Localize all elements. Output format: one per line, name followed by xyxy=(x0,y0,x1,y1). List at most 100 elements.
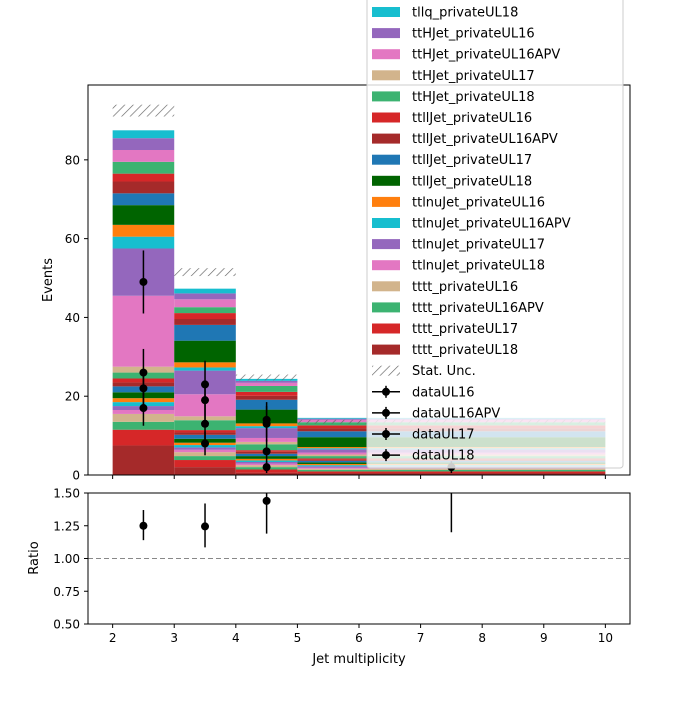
legend-entry: tttt_privateUL18 xyxy=(372,343,518,358)
x-tick-label: 6 xyxy=(355,631,363,645)
ratio-y-tick-label: 0.50 xyxy=(53,618,80,632)
legend-hatch-swatch xyxy=(372,365,400,376)
legend-label: Stat. Unc. xyxy=(412,364,476,379)
legend-entry: ttHJet_privateUL16 xyxy=(372,27,535,42)
legend-entry: tllq_privateUL18 xyxy=(372,6,518,21)
stat-unc-band xyxy=(174,268,236,277)
x-tick-label: 5 xyxy=(294,631,302,645)
legend-entry: ttllJet_privateUL18 xyxy=(372,174,532,189)
legend-swatch xyxy=(372,91,400,102)
legend-label: ttHJet_privateUL16APV xyxy=(412,48,560,63)
legend-label: dataUL17 xyxy=(412,428,475,443)
bar-segment xyxy=(174,319,236,325)
legend-label: tllq_privateUL18 xyxy=(412,6,518,21)
legend-marker xyxy=(382,430,390,438)
ratio-x-ticks: 2 3 4 5 6 7 8 9 10 xyxy=(109,624,613,645)
legend-marker xyxy=(382,451,390,460)
legend-swatch xyxy=(372,133,400,144)
legend-entry: ttllJet_privateUL16 xyxy=(372,111,532,126)
bar-segment xyxy=(174,467,236,475)
legend-swatch xyxy=(372,218,400,228)
legend-marker xyxy=(382,387,390,396)
x-tick-label: 8 xyxy=(478,631,486,645)
bar-segment xyxy=(112,205,175,225)
y-tick-label: 80 xyxy=(65,153,80,167)
legend-label: dataUL16 xyxy=(412,385,475,400)
legend-label: ttllJet_privateUL16 xyxy=(412,111,532,126)
legend-entry: ttlnuJet_privateUL17 xyxy=(372,238,545,253)
data-point xyxy=(262,463,271,472)
legend-swatch xyxy=(372,344,400,355)
bar-segment xyxy=(235,472,298,475)
data-point xyxy=(139,277,148,286)
legend-label: dataUL16APV xyxy=(412,406,500,421)
data-point xyxy=(262,447,271,456)
data-points xyxy=(139,250,456,474)
legend-label: ttlnuJet_privateUL16 xyxy=(412,195,545,210)
legend-label: tttt_privateUL16 xyxy=(412,280,518,295)
legend-entry: ttlnuJet_privateUL18 xyxy=(372,259,545,274)
ratio-y-axis-label: Ratio xyxy=(27,541,42,574)
x-axis-label: Jet multiplicity xyxy=(311,652,406,667)
legend-swatch xyxy=(372,175,400,186)
bar-segment xyxy=(174,293,236,300)
legend-swatch xyxy=(372,323,400,334)
bar-segment xyxy=(174,460,236,468)
bar-segment xyxy=(174,456,236,461)
legend-label: ttHJet_privateUL17 xyxy=(412,69,535,84)
legend-entry: ttllJet_privateUL16APV xyxy=(372,132,558,147)
y-tick-label: 20 xyxy=(65,390,80,404)
legend-entry: ttHJet_privateUL16APV xyxy=(372,48,560,63)
legend-swatch xyxy=(372,7,400,17)
legend-label: tttt_privateUL18 xyxy=(412,343,518,358)
legend-swatch xyxy=(372,28,400,39)
bar-segment xyxy=(235,391,298,396)
legend-label: dataUL18 xyxy=(412,449,475,464)
bar-segment xyxy=(174,288,236,294)
legend-label: ttllJet_privateUL18 xyxy=(412,174,532,189)
legend-swatch xyxy=(372,154,400,165)
legend-entry: dataUL16APV xyxy=(372,406,500,421)
x-tick-label: 3 xyxy=(170,631,178,645)
bar-segment xyxy=(112,173,175,182)
bar-segment xyxy=(174,324,236,341)
data-point xyxy=(262,419,271,428)
legend-marker xyxy=(382,408,390,417)
legend-label: ttllJet_privateUL16APV xyxy=(412,132,558,147)
y-tick-label: 60 xyxy=(65,232,80,246)
main-y-ticks: 0 20 40 60 80 xyxy=(65,153,88,483)
bar-segment xyxy=(235,395,298,400)
legend-entry: ttlnuJet_privateUL16 xyxy=(372,195,545,210)
ratio-points xyxy=(139,493,453,548)
legend-entry: Stat. Unc. xyxy=(372,364,476,379)
legend-entry: tttt_privateUL16 xyxy=(372,280,518,295)
legend-entry: ttHJet_privateUL18 xyxy=(372,90,535,105)
bar-segment xyxy=(112,224,175,237)
y-tick-label: 40 xyxy=(65,311,80,325)
ratio-y-tick-label: 1.50 xyxy=(53,487,80,501)
data-point xyxy=(201,419,210,428)
legend: tllq_privateUL18 ttHJet_privateUL16 ttHJet… xyxy=(366,0,624,469)
legend-label: tttt_privateUL16APV xyxy=(412,301,544,316)
legend-label: ttlnuJet_privateUL18 xyxy=(412,259,545,274)
legend-swatch xyxy=(372,112,400,123)
legend-swatch xyxy=(372,302,400,313)
bar-segment xyxy=(112,193,175,206)
x-tick-label: 9 xyxy=(540,631,548,645)
bar-segment xyxy=(112,236,175,249)
ratio-y-tick-label: 0.75 xyxy=(53,585,80,599)
ratio-panel: 0.50 0.75 1.00 1.25 1.50 2 3 4 5 6 7 8 9 10 Ratio Je… xyxy=(27,487,631,667)
legend-entry: ttllJet_privateUL17 xyxy=(372,153,532,168)
bar-segment xyxy=(112,161,175,174)
bar-segment xyxy=(112,138,175,150)
bar-segment xyxy=(235,382,298,386)
ratio-y-tick-label: 1.25 xyxy=(53,519,80,533)
x-tick-label: 7 xyxy=(417,631,425,645)
data-point xyxy=(201,396,210,405)
legend-entry: tttt_privateUL17 xyxy=(372,322,518,337)
main-x-ticks xyxy=(112,475,606,479)
legend-label: ttHJet_privateUL16 xyxy=(412,27,535,42)
bar-segment xyxy=(112,445,175,475)
ratio-y-tick-label: 1.00 xyxy=(53,552,80,566)
